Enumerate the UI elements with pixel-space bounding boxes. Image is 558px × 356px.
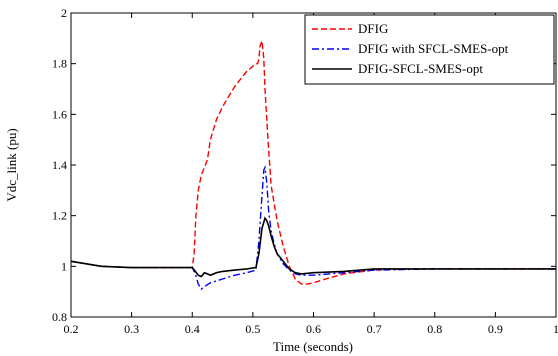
x-tick-label: 0.2 (64, 322, 79, 336)
x-tick-label: 0.7 (367, 322, 382, 336)
x-tick-label: 1 (553, 322, 558, 336)
y-tick-label: 1.6 (52, 107, 67, 121)
x-tick-label: 0.3 (124, 322, 139, 336)
x-tick-label: 0.8 (427, 322, 442, 336)
series-line-3 (70, 216, 556, 278)
y-tick-label: 1 (61, 259, 67, 273)
y-tick-label: 1.4 (52, 158, 67, 172)
series-line-2 (70, 164, 556, 291)
y-tick-label: 1.2 (52, 209, 67, 223)
x-tick-label: 0.4 (185, 322, 200, 336)
legend: DFIG DFIG with SFCL-SMES-opt DFIG-SFCL-SME… (304, 14, 555, 85)
legend-label-2: DFIG with SFCL-SMES-opt (358, 41, 509, 56)
y-tick-label: 0.8 (52, 310, 67, 324)
x-tick-label: 0.5 (245, 322, 260, 336)
axis-ticks: 0.2 0.3 0.4 0.5 0.6 0.7 0.8 0.9 1 0.8 1 1.2 1.4 1.6 1.… (52, 6, 558, 336)
legend-label-1: DFIG (358, 21, 388, 36)
x-tick-label: 0.9 (488, 322, 503, 336)
x-tick-label: 0.6 (306, 322, 321, 336)
y-axis-label: Vdc_link (pu) (4, 128, 19, 201)
y-tick-label: 1.8 (52, 57, 67, 71)
y-tick-label: 2 (61, 6, 67, 20)
x-axis-label: Time (seconds) (273, 339, 353, 354)
series-line-1 (70, 40, 556, 285)
legend-label-3: DFIG-SFCL-SMES-opt (358, 61, 483, 76)
series-lines (70, 40, 556, 291)
